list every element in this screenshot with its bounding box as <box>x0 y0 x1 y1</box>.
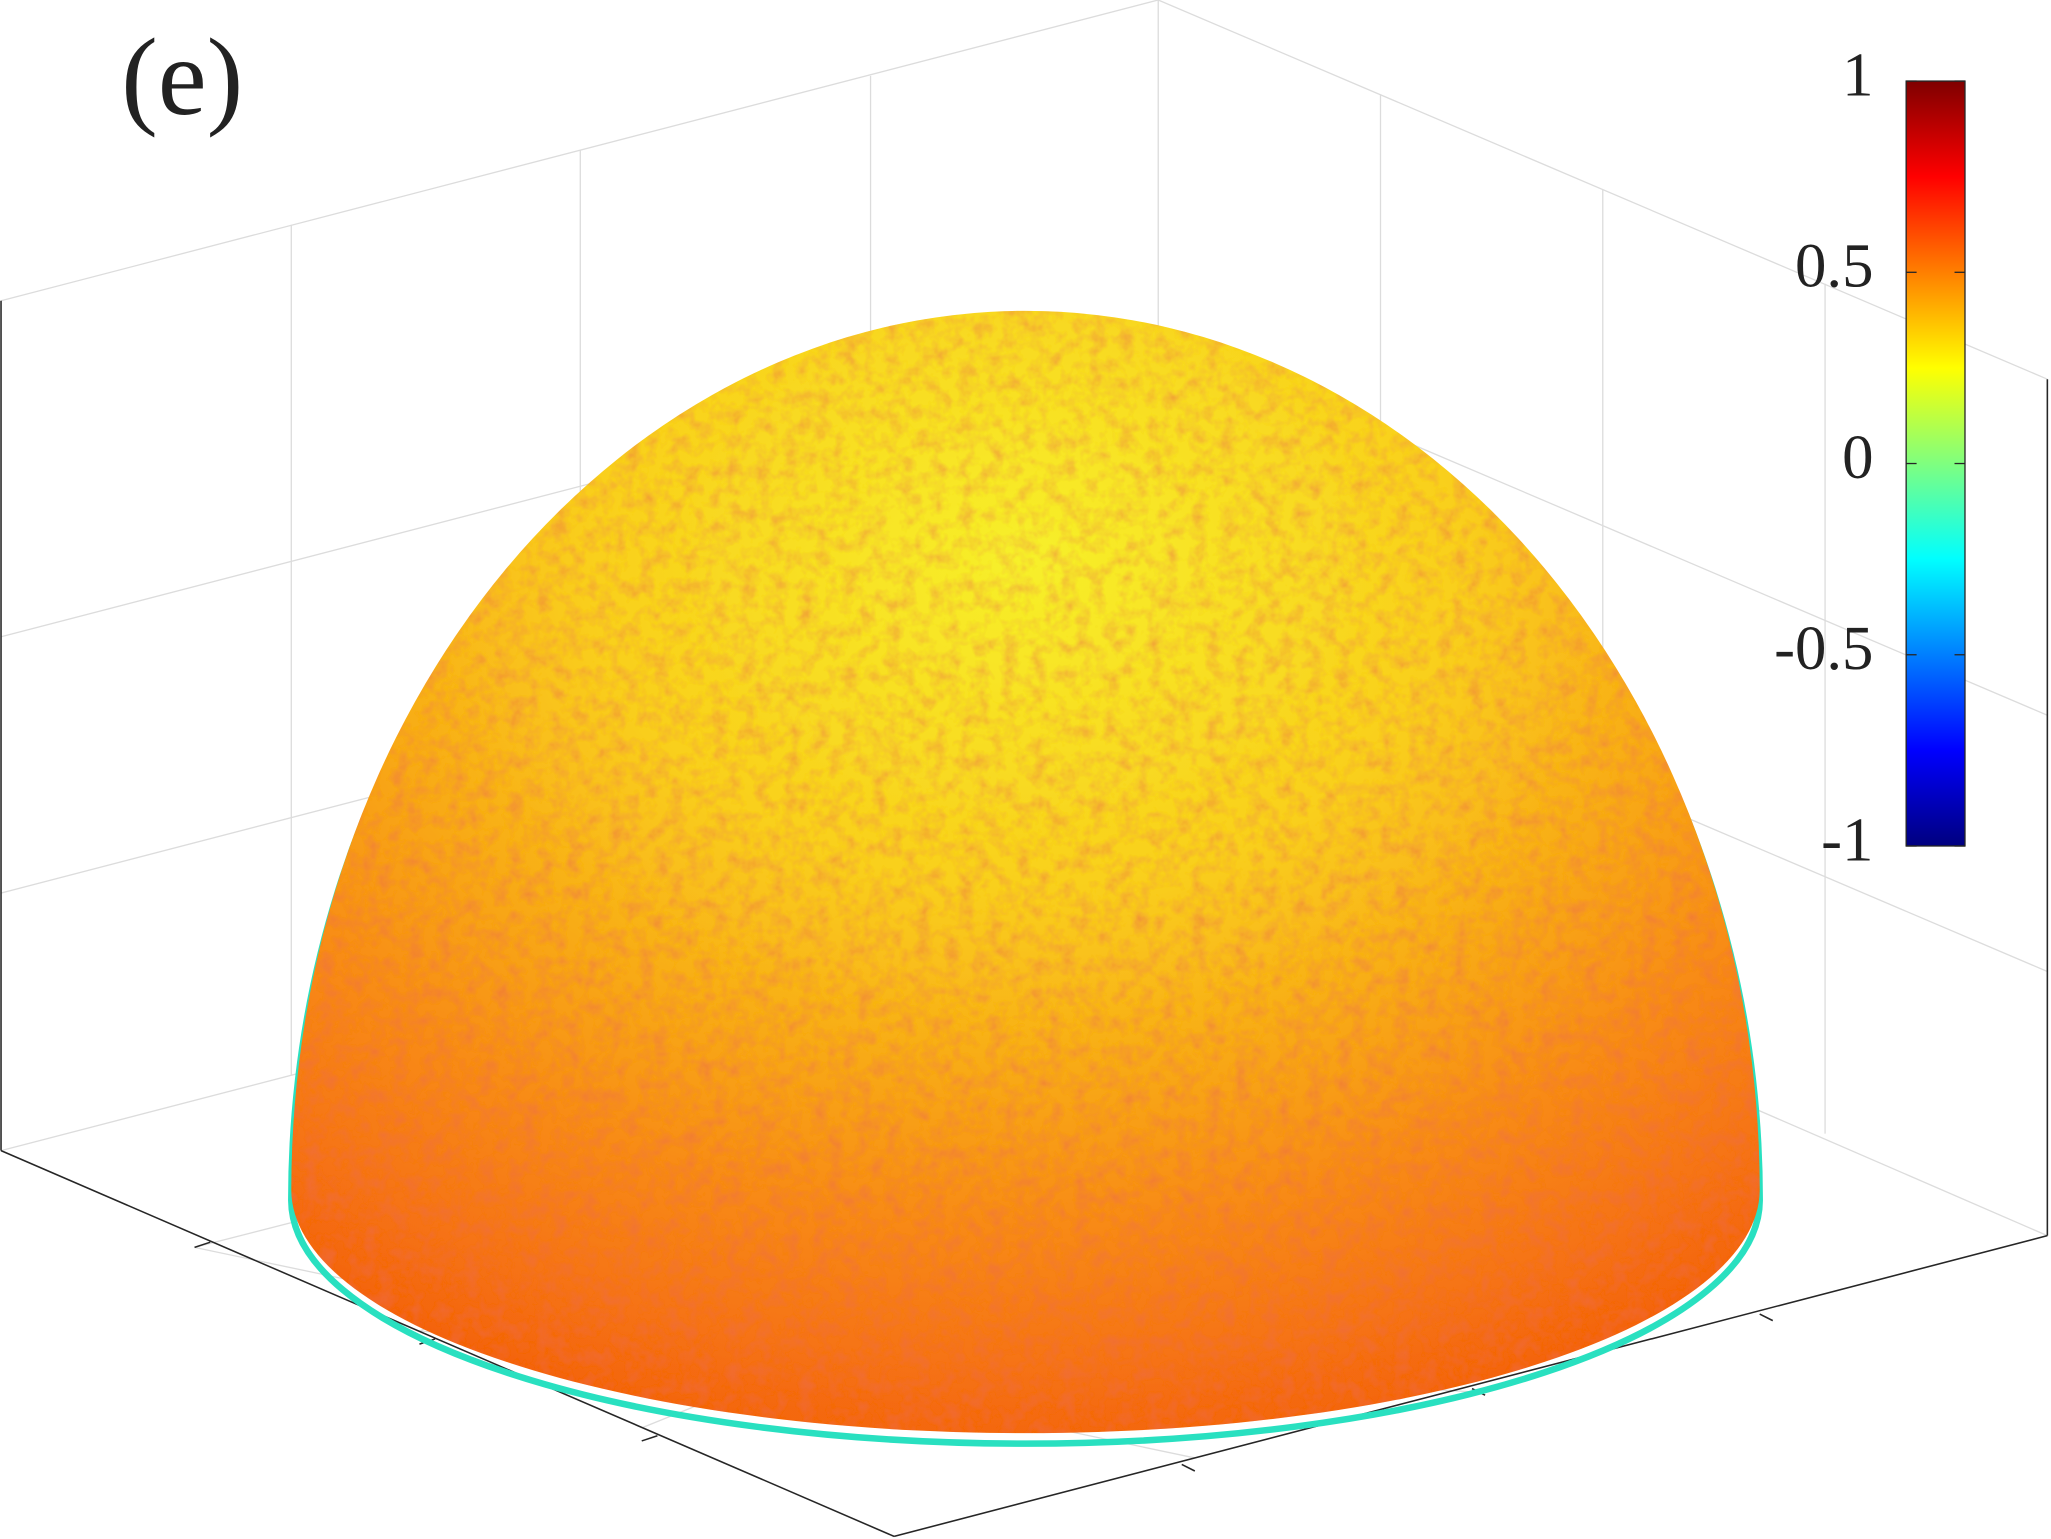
tick <box>1181 1463 1196 1472</box>
colorbar-tick-label: 1 <box>1842 39 1873 109</box>
colorbar-tick-label: -0.5 <box>1774 613 1873 683</box>
tick <box>194 1241 211 1249</box>
axis-edge <box>893 1234 2048 1538</box>
colorbar: -1 -0.5 0 0.5 1 <box>1774 39 1966 874</box>
tick <box>1759 1313 1774 1322</box>
colorbar-tick-label: -1 <box>1821 804 1873 874</box>
colorbar-tick-label: 0.5 <box>1795 231 1873 301</box>
panel-label: (e) <box>121 16 243 138</box>
grid-line <box>1157 0 2048 380</box>
axis-edge <box>0 1149 895 1538</box>
grid-line <box>0 0 1159 302</box>
dome <box>288 310 1763 1448</box>
colorbar-tick-label: 0 <box>1842 422 1873 492</box>
dome-surface <box>291 310 1760 1434</box>
tick <box>641 1434 658 1442</box>
